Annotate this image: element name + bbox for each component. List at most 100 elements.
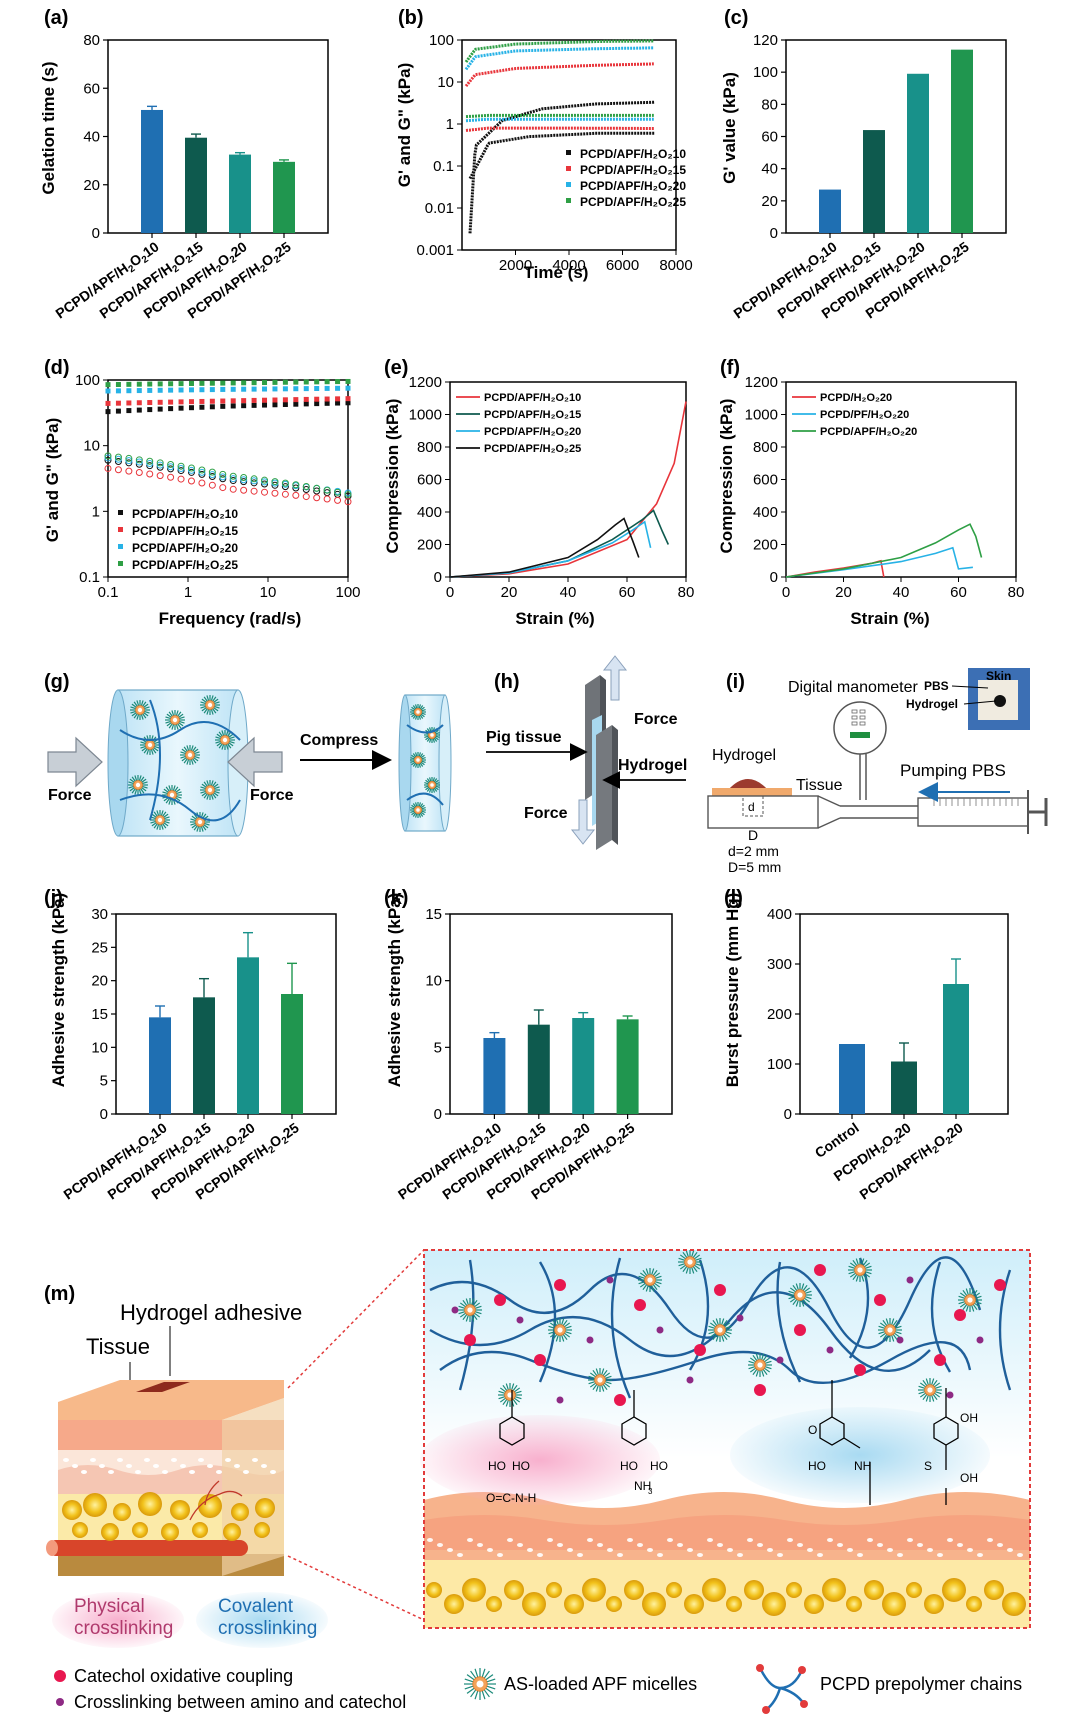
series-Gpp [468, 131, 655, 180]
gdoubleprime-point [125, 457, 133, 465]
y-tick-label: 0 [770, 225, 778, 242]
y-tick-label: 5 [100, 1073, 108, 1090]
gdoubleprime-point [250, 475, 258, 483]
micelle-icon [548, 1318, 572, 1342]
x-tick-label: 40 [893, 584, 910, 601]
micelle-icon [588, 1368, 612, 1392]
bar [185, 137, 207, 233]
bar [819, 189, 841, 233]
amino-catechol-dot [686, 1376, 694, 1384]
gdoubleprime-point [104, 456, 112, 464]
x-tick-label: 20 [501, 584, 518, 601]
gdoubleprime-point [229, 477, 237, 485]
gprime-point [188, 399, 194, 405]
gdoubleprime-point [114, 453, 122, 461]
hydrogel-label: Hydrogel [618, 757, 687, 774]
legend-entry: PCPD/APF/H₂O₂10 [580, 147, 686, 161]
gdoubleprime-point [146, 457, 154, 465]
chem-label: 3 [648, 1487, 653, 1496]
gprime-point [126, 400, 132, 406]
micelle-icon [464, 1668, 496, 1700]
x-tick-label: 80 [678, 584, 695, 601]
x-tick-label: 20 [835, 584, 852, 601]
gdoubleprime-point [177, 464, 185, 472]
gdoubleprime-point [208, 481, 216, 489]
gdoubleprime-point [292, 484, 300, 492]
gdoubleprime-point [208, 471, 216, 479]
panel-m-label: (m) [44, 1283, 75, 1305]
gprime-point [303, 386, 309, 392]
gprime-point [293, 386, 299, 392]
gdoubleprime-point [219, 484, 227, 492]
gprime-point [262, 397, 268, 403]
gprime-point [105, 409, 111, 415]
gprime-point [251, 397, 257, 403]
legend-entry: PCPD/APF/H₂O₂15 [580, 163, 686, 177]
gdoubleprime-point [187, 464, 195, 472]
gdoubleprime-point [135, 456, 143, 464]
gprime-point [136, 400, 142, 406]
gprime-point [188, 387, 194, 393]
panel-a-axes [107, 39, 329, 234]
force-right-label: Force [250, 787, 294, 804]
panel-e-xlabel: Strain (%) [515, 609, 594, 628]
gprime-point [262, 402, 268, 408]
y-tick-label: 120 [753, 32, 778, 49]
gprime-point [282, 386, 288, 392]
gprime-point [168, 399, 174, 405]
legend-entry: PCPD/APF/H₂O₂10 [132, 507, 238, 521]
skin-photo [968, 668, 1030, 730]
gprime-point [303, 401, 309, 407]
gdoubleprime-point [302, 493, 310, 501]
series-Gpp [465, 126, 654, 132]
y-tick-label: 1 [92, 503, 100, 520]
gdoubleprime-point [271, 489, 279, 497]
panel-a-ylabel: Gelation time (s) [39, 61, 58, 194]
gprime-point [324, 379, 330, 385]
gprime-point [241, 398, 247, 404]
gdoubleprime-point [229, 485, 237, 493]
chem-label: HO [620, 1459, 638, 1473]
gdoubleprime-point [292, 481, 300, 489]
y-tick-label: 800 [753, 439, 778, 456]
amino-catechol-dot [896, 1336, 904, 1344]
micelle-icon [165, 710, 185, 730]
gdoubleprime-point [177, 475, 185, 483]
gprime-point [136, 388, 142, 394]
series-line [449, 517, 640, 578]
amino-catechol-dot [976, 1336, 984, 1344]
y-tick-label: 0 [784, 1106, 792, 1123]
micelle-icon [150, 810, 170, 830]
panel-e-compression: (e) Compression (kPa) Strain (%) 0200400… [383, 357, 694, 628]
gprime-point [345, 396, 351, 402]
y-tick-label: 80 [761, 96, 778, 113]
panel-d-xlabel: Frequency (rad/s) [159, 609, 302, 628]
bar [839, 1044, 865, 1114]
y-tick-label: 60 [83, 80, 100, 97]
gdoubleprime-point [313, 487, 321, 495]
gdoubleprime-point [302, 485, 310, 493]
gprime-point [314, 386, 320, 392]
panel-h-label: (h) [494, 671, 520, 693]
covalent-glow [196, 1592, 328, 1648]
x-tick-label: 0 [446, 584, 454, 601]
d-big-label: D [748, 827, 758, 843]
x-tick-label: 0.1 [98, 584, 119, 601]
gdoubleprime-point [125, 467, 133, 475]
force-arrow-left [47, 736, 103, 788]
bar [483, 1038, 506, 1114]
polymer-chain [439, 1341, 972, 1385]
gdoubleprime-point [177, 462, 185, 470]
catechol-structures [499, 1380, 959, 1505]
panel-c-label: (c) [724, 7, 748, 29]
gprime-point [272, 386, 278, 392]
panel-k-label: (k) [384, 887, 408, 909]
gdoubleprime-point [334, 496, 342, 504]
bar [907, 73, 929, 234]
gprime-point [241, 380, 247, 386]
gdoubleprime-point [104, 454, 112, 462]
chem-label: O=C-N-H [486, 1491, 536, 1505]
gdoubleprime-point [208, 473, 216, 481]
gdoubleprime-point [135, 460, 143, 468]
